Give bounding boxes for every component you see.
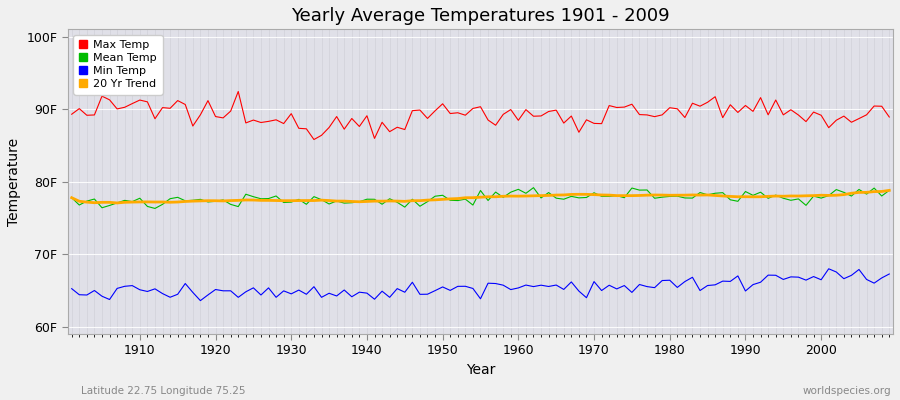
Y-axis label: Temperature: Temperature bbox=[7, 138, 21, 226]
Text: worldspecies.org: worldspecies.org bbox=[803, 386, 891, 396]
X-axis label: Year: Year bbox=[466, 363, 495, 377]
Legend: Max Temp, Mean Temp, Min Temp, 20 Yr Trend: Max Temp, Mean Temp, Min Temp, 20 Yr Tre… bbox=[74, 35, 163, 95]
Text: Latitude 22.75 Longitude 75.25: Latitude 22.75 Longitude 75.25 bbox=[81, 386, 246, 396]
Title: Yearly Average Temperatures 1901 - 2009: Yearly Average Temperatures 1901 - 2009 bbox=[292, 7, 670, 25]
